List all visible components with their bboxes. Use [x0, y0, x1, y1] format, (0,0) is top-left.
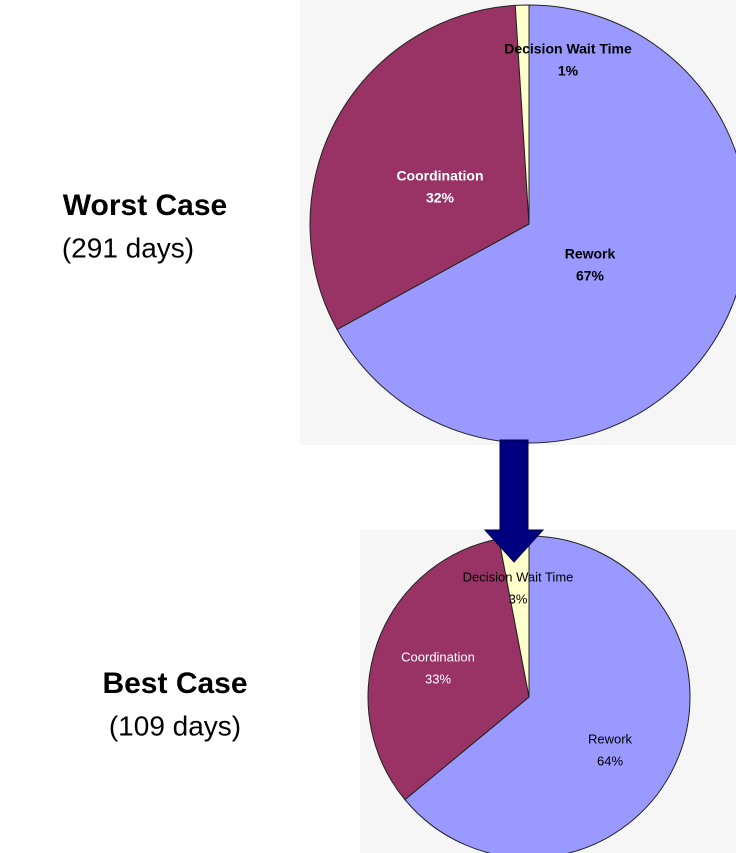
slice-label: Rework	[588, 731, 633, 746]
pies: Rework 67% Coordination 32% Decision Wait Ti…	[309, 4, 736, 853]
chart-title: Worst Case	[63, 189, 228, 222]
pie-slice	[309, 4, 530, 331]
chart-title: Best Case	[102, 667, 247, 700]
value-label: 1%	[558, 63, 579, 79]
value-label: 33%	[425, 671, 451, 686]
value-label: 3%	[509, 591, 528, 606]
chart-subtitle: (291 days)	[62, 232, 194, 263]
slice-label: Coordination	[396, 168, 483, 184]
value-label: 67%	[576, 268, 605, 284]
slice-label: Rework	[565, 246, 616, 262]
pie-slice	[404, 535, 691, 853]
value-label: 64%	[597, 753, 623, 768]
pie-slice	[514, 4, 530, 225]
chart-subtitle: (109 days)	[109, 710, 241, 741]
pie-slice	[367, 538, 530, 801]
slice-label: Coordination	[401, 649, 475, 664]
slice-label: Decision Wait Time	[504, 41, 632, 57]
slice-label: Decision Wait Time	[463, 569, 574, 584]
value-label: 32%	[426, 190, 455, 206]
arrow	[483, 439, 545, 563]
pie-slice	[336, 4, 736, 444]
